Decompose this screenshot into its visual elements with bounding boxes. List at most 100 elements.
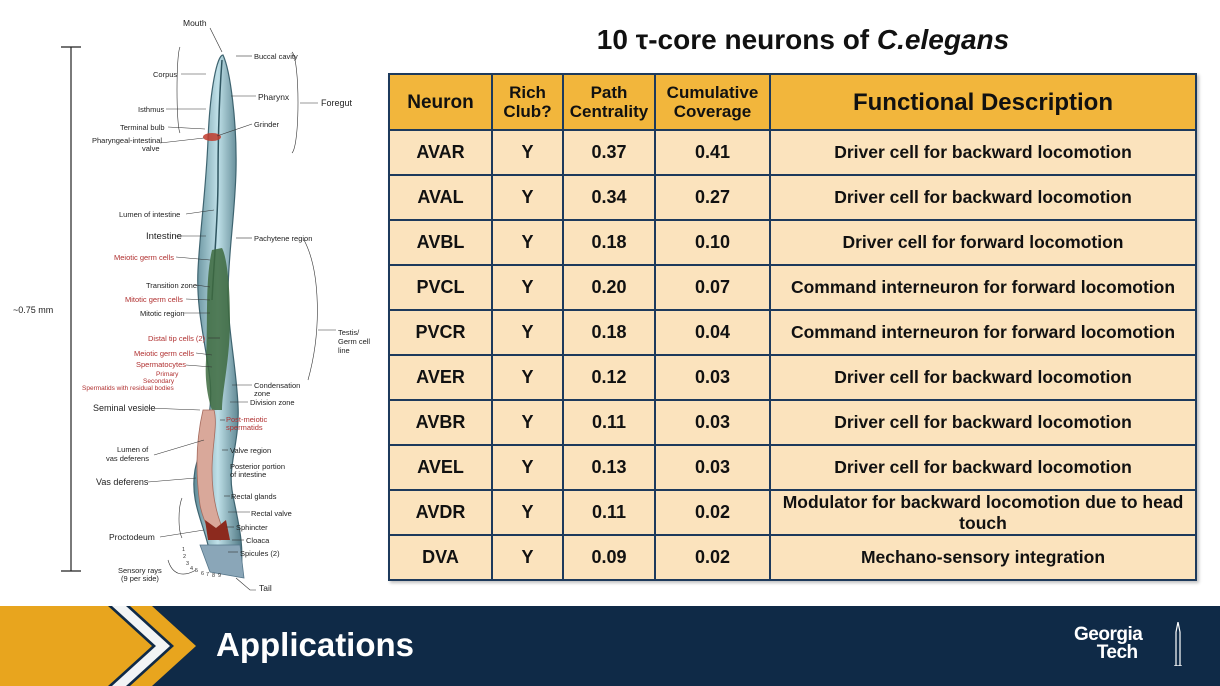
- ray-number: 6: [201, 571, 204, 577]
- cell-path-centrality: 0.37: [562, 129, 656, 176]
- label-per-side: (9 per side): [121, 574, 159, 583]
- cell-coverage: 0.03: [654, 444, 771, 491]
- label-foregut: Foregut: [321, 98, 353, 108]
- leader-lines: [145, 27, 336, 591]
- table-row: AVBL Y 0.18 0.10 Driver cell for forward loc…: [388, 219, 1197, 266]
- label-spermatocytes: Spermatocytes: [136, 360, 186, 369]
- header-rich-club: Rich Club?: [491, 73, 564, 131]
- label-isthmus: Isthmus: [138, 105, 165, 114]
- label-buccal-cavity: Buccal cavity: [254, 52, 298, 61]
- cell-neuron: AVBL: [388, 219, 493, 266]
- cell-path-centrality: 0.11: [562, 399, 656, 446]
- label-grinder: Grinder: [254, 120, 280, 129]
- label-spermatids: spermatids: [226, 423, 263, 432]
- logo-line-2: Tech: [1096, 642, 1138, 663]
- label-of-intestine: of intestine: [230, 470, 266, 479]
- label-sensory-rays: Sensory rays: [118, 566, 162, 575]
- label-seminal-vesicle: Seminal vesicle: [93, 403, 156, 413]
- georgia-tech-logo: Georgia Tech: [1074, 624, 1143, 663]
- cell-neuron: DVA: [388, 534, 493, 581]
- label-meiotic-germ-cells-2: Meiotic germ cells: [134, 349, 194, 358]
- ray-number: 7: [206, 572, 209, 578]
- cell-rich-club: Y: [491, 129, 564, 176]
- logo-line-1: Georgia: [1074, 624, 1143, 645]
- cell-path-centrality: 0.18: [562, 219, 656, 266]
- cell-rich-club: Y: [491, 219, 564, 266]
- cell-rich-club: Y: [491, 354, 564, 401]
- label-secondary: Secondary: [143, 378, 175, 385]
- label-rectal-glands: Rectal glands: [231, 492, 277, 501]
- label-spermatids-residual: Spermatids with residual bodies: [82, 385, 175, 392]
- cell-description: Driver cell for forward locomotion: [769, 219, 1197, 266]
- c-elegans-anatomy-diagram: ~0.75 mm Corpus Isthmus Terminal bulb Ph…: [13, 18, 370, 593]
- cell-coverage: 0.07: [654, 264, 771, 311]
- label-distal-tip-cells: Distal tip cells (2): [148, 334, 206, 343]
- right-labels: Mouth Buccal cavity Pharynx Foregut Grin…: [183, 18, 370, 593]
- label-primary: Primary: [156, 371, 179, 378]
- table-row: PVCR Y 0.18 0.04 Command interneuron for for…: [388, 309, 1197, 356]
- cell-neuron: AVER: [388, 354, 493, 401]
- table-row: AVEL Y 0.13 0.03 Driver cell for backward lo…: [388, 444, 1197, 491]
- label-posterior-portion: Posterior portion: [230, 462, 285, 471]
- cell-description: Command interneuron for forward locomoti…: [769, 309, 1197, 356]
- label-terminal-bulb: Terminal bulb: [120, 123, 165, 132]
- cell-coverage: 0.04: [654, 309, 771, 356]
- cell-description: Driver cell for backward locomotion: [769, 174, 1197, 221]
- cell-rich-club: Y: [491, 489, 564, 536]
- cell-neuron: AVBR: [388, 399, 493, 446]
- cell-description: Command interneuron for forward locomoti…: [769, 264, 1197, 311]
- table-row: AVER Y 0.12 0.03 Driver cell for backward lo…: [388, 354, 1197, 401]
- slide-title: 10 τ-core neurons of C.elegans: [596, 24, 1010, 55]
- label-mitotic-region: Mitotic region: [140, 309, 185, 318]
- ray-number: 5: [195, 568, 198, 574]
- label-testis: Testis/: [338, 328, 360, 337]
- ray-number: 2: [183, 554, 186, 560]
- label-valve: valve: [142, 144, 160, 153]
- cell-neuron: AVEL: [388, 444, 493, 491]
- cell-rich-club: Y: [491, 174, 564, 221]
- table-body: AVAR Y 0.37 0.41 Driver cell for backward lo…: [388, 129, 1197, 581]
- cell-coverage: 0.02: [654, 534, 771, 581]
- footer-bar: Applications Georgia Tech: [0, 606, 1220, 686]
- cell-neuron: AVAR: [388, 129, 493, 176]
- ray-numbers: 1 2 3 4 5 6 7 8 9: [182, 547, 221, 579]
- cell-path-centrality: 0.20: [562, 264, 656, 311]
- cell-coverage: 0.03: [654, 399, 771, 446]
- label-germ-cell: Germ cell: [338, 337, 370, 346]
- cell-description: Driver cell for backward locomotion: [769, 129, 1197, 176]
- ray-number: 1: [182, 547, 185, 553]
- table-row: AVBR Y 0.11 0.03 Driver cell for backward lo…: [388, 399, 1197, 446]
- label-pharynx: Pharynx: [258, 92, 290, 102]
- cell-description: Mechano-sensory integration: [769, 534, 1197, 581]
- cell-rich-club: Y: [491, 309, 564, 356]
- label-cloaca: Cloaca: [246, 536, 270, 545]
- header-cumulative-coverage: Cumulative Coverage: [654, 73, 771, 131]
- cell-path-centrality: 0.18: [562, 309, 656, 356]
- label-proctodeum: Proctodeum: [109, 532, 155, 542]
- label-tail: Tail: [259, 583, 272, 593]
- table-header-row: Neuron Rich Club? Path Centrality Cumula…: [388, 73, 1197, 131]
- cell-coverage: 0.41: [654, 129, 771, 176]
- label-division-zone: Division zone: [250, 398, 295, 407]
- label-vas-deferens-lumen: vas deferens: [106, 454, 149, 463]
- cell-path-centrality: 0.34: [562, 174, 656, 221]
- label-mouth: Mouth: [183, 18, 207, 28]
- label-valve-region: Valve region: [230, 446, 271, 455]
- label-pachytene-region: Pachytene region: [254, 234, 312, 243]
- cell-path-centrality: 0.13: [562, 444, 656, 491]
- cell-path-centrality: 0.09: [562, 534, 656, 581]
- label-line: line: [338, 346, 350, 355]
- cell-path-centrality: 0.11: [562, 489, 656, 536]
- cell-coverage: 0.27: [654, 174, 771, 221]
- ray-number: 3: [186, 561, 189, 567]
- footer-title: Applications: [216, 626, 415, 663]
- ray-number: 8: [212, 573, 215, 579]
- label-intestine: Intestine: [146, 231, 182, 242]
- label-zone: zone: [254, 389, 270, 398]
- cell-neuron: PVCL: [388, 264, 493, 311]
- scale-bar: [61, 46, 81, 572]
- label-pharyngeal-intestinal: Pharyngeal-intestinal: [92, 136, 162, 145]
- cell-coverage: 0.02: [654, 489, 771, 536]
- table-row: DVA Y 0.09 0.02 Mechano-sensory integration: [388, 534, 1197, 581]
- table-row: AVDR Y 0.11 0.02 Modulator for backward loco…: [388, 489, 1197, 536]
